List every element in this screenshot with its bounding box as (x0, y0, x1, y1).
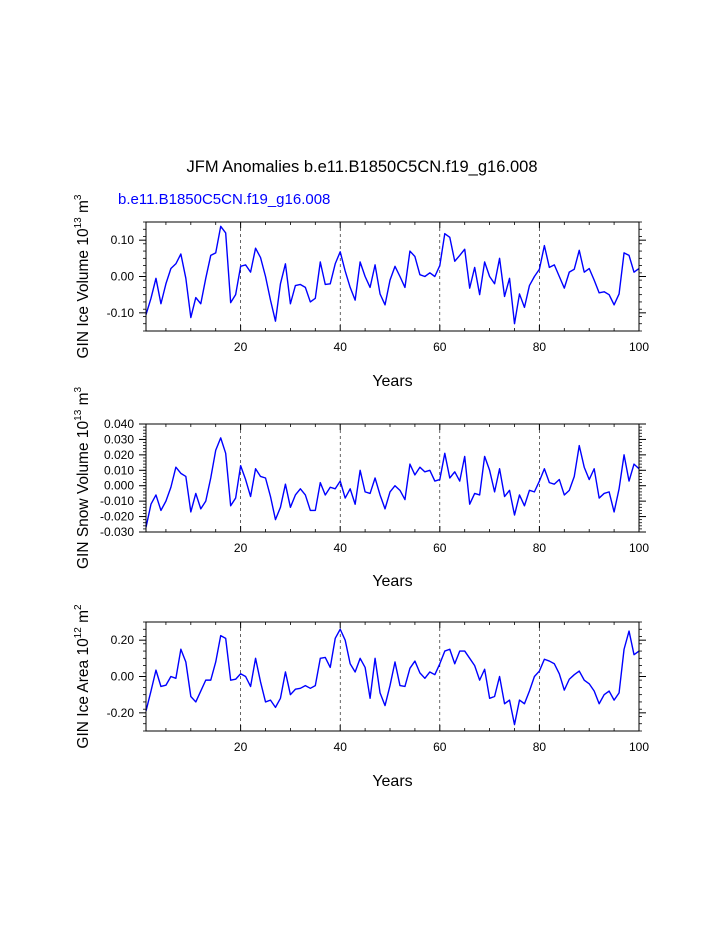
chart-snow-volume-ytick-label-1: -0.020 (100, 510, 134, 524)
chart-snow-volume-ytick-label-4: 0.010 (104, 463, 134, 477)
chart-ice-area-xtick-label-40: 40 (334, 740, 348, 754)
chart-snow-volume-ytick-label-2: -0.010 (100, 494, 134, 508)
chart-snow-volume-ytick-label-3: 0.000 (104, 479, 134, 493)
chart-snow-volume-ytick-label-5: 0.020 (104, 448, 134, 462)
chart-ice-volume-series-line (145, 225, 640, 325)
chart-ice-area-ytick-label-2: 0.20 (111, 633, 135, 647)
chart-snow-volume-ytick-label-0: -0.030 (100, 525, 134, 539)
chart-ice-volume-frame (145, 221, 640, 332)
chart-snow-volume-series-line (145, 437, 640, 528)
chart-ice-volume-xtick-label-100: 100 (629, 340, 649, 354)
chart-ice-area-frame (145, 621, 640, 732)
chart-ice-volume-xlabel: Years (372, 373, 412, 390)
chart-ice-volume-xtick-label-80: 80 (533, 340, 547, 354)
chart-ice-area-ylabel: GIN Ice Area 1012 m2 (73, 604, 92, 749)
chart-ice-area-series-line (145, 628, 640, 726)
chart-ice-area-xtick-label-100: 100 (629, 740, 649, 754)
chart-ice-volume-ytick-label-2: 0.10 (111, 233, 135, 247)
chart-ice-area-xlabel: Years (372, 773, 412, 790)
chart-snow-volume-xtick-label-20: 20 (234, 541, 248, 555)
chart-snow-volume-xtick-label-40: 40 (334, 541, 348, 555)
chart-ice-volume-ytick-label-1: 0.00 (111, 270, 135, 284)
figure-title: JFM Anomalies b.e11.B1850C5CN.f19_g16.00… (187, 158, 538, 176)
chart-snow-volume-frame (145, 423, 640, 533)
chart-snow-volume-xtick-label-60: 60 (433, 541, 447, 555)
chart-ice-area-xtick-label-80: 80 (533, 740, 547, 754)
chart-ice-area-ytick-label-1: 0.00 (111, 670, 135, 684)
panel-subtitle: b.e11.B1850C5CN.f19_g16.008 (118, 191, 330, 208)
panel-ice-volume: 20 40 60 80 100 -0.10 0.00 0.10 Years GIN Ice Vol… (73, 194, 649, 390)
chart-ice-volume-xtick-label-40: 40 (334, 340, 348, 354)
chart-snow-volume-ytick-label-6: 0.030 (104, 432, 134, 446)
chart-snow-volume-xtick-label-100: 100 (629, 541, 649, 555)
chart-snow-volume-ytick-label-7: 0.040 (104, 417, 134, 431)
chart-ice-volume-ytick-label-0: -0.10 (107, 306, 135, 320)
chart-snow-volume-xtick-label-80: 80 (533, 541, 547, 555)
chart-ice-area-ytick-label-0: -0.20 (107, 706, 135, 720)
chart-snow-volume-xlabel: Years (372, 573, 412, 590)
chart-snow-volume-ylabel: GIN Snow Volume 1013 m3 (73, 387, 92, 570)
chart-ice-volume-xtick-label-20: 20 (234, 340, 248, 354)
chart-ice-area-xtick-label-60: 60 (433, 740, 447, 754)
panel-snow-volume: 20 40 60 80 100-0.030-0.020-0.0100.0000.0100… (73, 387, 649, 590)
chart-ice-area-xtick-label-20: 20 (234, 740, 248, 754)
panel-ice-area: 20 40 60 80 100 -0.20 0.00 0.20 Years GIN Ice Are… (73, 604, 649, 790)
chart-ice-volume-ylabel: GIN Ice Volume 1013 m3 (73, 194, 92, 358)
chart-ice-volume-xtick-label-60: 60 (433, 340, 447, 354)
